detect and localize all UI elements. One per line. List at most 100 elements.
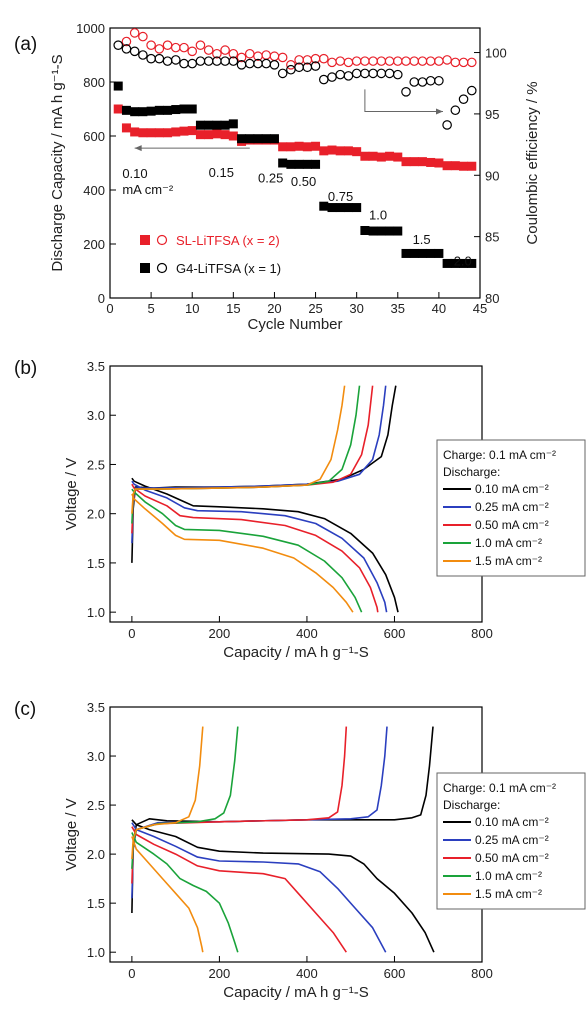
- legend-circle-marker: [156, 262, 168, 274]
- data-point: [426, 157, 436, 167]
- y-tick-label: 2.0: [87, 847, 105, 862]
- y-tick-label: 400: [83, 183, 105, 198]
- data-point: [261, 58, 272, 69]
- data-point: [401, 56, 411, 66]
- panel-c: (c) 0 200 400 600 800 1.0 1.5 2.0 2.5 3.0 3.5 Capaci…: [14, 699, 586, 1001]
- y-tick-label: 1.0: [87, 605, 105, 620]
- legend-entry: 0.25 mA cm⁻²: [475, 500, 549, 514]
- data-point: [187, 58, 198, 69]
- data-point: [401, 157, 411, 167]
- charge-curve: [131, 385, 346, 514]
- data-point: [220, 56, 230, 66]
- data-point: [376, 152, 386, 162]
- data-point: [204, 130, 214, 140]
- x-tick-label: 0: [128, 966, 135, 981]
- data-point: [146, 40, 156, 50]
- x-axis-label: Capacity / mA h g⁻¹-S: [223, 644, 368, 661]
- rate-label: 0.10: [122, 166, 147, 181]
- data-point: [154, 53, 165, 64]
- data-point: [220, 45, 230, 55]
- legend-entry: G4-LiTFSA (x = 1): [176, 261, 281, 276]
- rate-label: 0.15: [209, 165, 234, 180]
- legend-circle-marker: [156, 234, 168, 246]
- data-point: [195, 130, 205, 140]
- data-point: [434, 158, 444, 168]
- data-point: [401, 87, 411, 97]
- data-point: [179, 104, 189, 114]
- y2-tick-label: 95: [485, 107, 499, 122]
- data-point: [179, 42, 189, 53]
- data-point: [368, 226, 378, 236]
- y-tick-label: 2.5: [87, 457, 105, 472]
- data-point: [434, 56, 444, 66]
- y2-tick-label: 85: [485, 230, 499, 245]
- discharge-curve: [131, 819, 435, 953]
- data-point: [327, 203, 337, 213]
- x-tick-label: 20: [267, 301, 281, 316]
- charge-curve: [131, 726, 239, 869]
- charge-curve: [131, 726, 204, 860]
- data-point: [146, 106, 156, 116]
- rate-label: 0.25: [258, 170, 283, 185]
- y2-tick-label: 80: [485, 291, 499, 306]
- rate-label: 2.0: [454, 254, 472, 269]
- x-tick-label: 600: [384, 626, 406, 641]
- y-tick-label: 1.5: [87, 896, 105, 911]
- data-point: [467, 258, 477, 268]
- data-point: [171, 127, 181, 137]
- data-point: [130, 107, 140, 117]
- data-point: [392, 69, 403, 80]
- data-point: [335, 69, 346, 80]
- data-point: [138, 31, 148, 42]
- data-point: [121, 36, 132, 47]
- data-point: [327, 145, 337, 155]
- y-tick-label: 1000: [76, 21, 105, 36]
- data-point: [269, 134, 279, 144]
- data-point: [360, 56, 370, 66]
- x-tick-label: 10: [185, 301, 199, 316]
- data-point: [163, 128, 173, 138]
- data-point: [351, 68, 362, 79]
- rate-label: 1.0: [369, 208, 387, 223]
- data-point: [203, 56, 214, 66]
- panel-a: (a) 0 5 10 15 20 25 30 35 40 45 0 200 400 600 800 1000 80…: [14, 21, 541, 333]
- y2-axis-label: Coulombic efficiency / %: [524, 81, 541, 244]
- data-point: [311, 141, 321, 151]
- data-point: [187, 46, 198, 57]
- data-point: [154, 105, 164, 115]
- y-tick-label: 600: [83, 129, 105, 144]
- legend-entry: SL-LiTFSA (x = 2): [176, 233, 280, 248]
- data-point: [417, 248, 427, 258]
- rate-label: mA cm⁻²: [122, 182, 174, 197]
- rate-label: 1.5: [413, 232, 431, 247]
- data-point: [318, 53, 329, 64]
- data-point: [450, 161, 460, 171]
- data-point: [343, 57, 354, 68]
- x-tick-label: 35: [391, 301, 405, 316]
- data-point: [327, 57, 337, 68]
- rate-label: 0.50: [291, 174, 316, 189]
- x-tick-label: 0: [106, 301, 113, 316]
- data-point: [130, 127, 140, 137]
- discharge-curve: [131, 836, 204, 953]
- arrow-head: [436, 108, 443, 115]
- charge-curve: [131, 385, 374, 534]
- y-tick-label: 200: [83, 237, 105, 252]
- data-point: [253, 134, 263, 144]
- charge-curve: [131, 726, 388, 899]
- data-point: [360, 226, 370, 235]
- data-point: [228, 48, 239, 59]
- data-point: [360, 151, 370, 161]
- data-point: [163, 105, 173, 115]
- y-tick-label: 3.5: [87, 359, 105, 374]
- y-tick-label: 800: [83, 75, 105, 90]
- data-point: [417, 157, 427, 167]
- x-tick-label: 200: [209, 966, 231, 981]
- data-point: [244, 58, 255, 69]
- data-point: [401, 248, 411, 258]
- panel-label: (c): [14, 699, 36, 720]
- charge-curve: [131, 726, 348, 884]
- data-point: [212, 48, 222, 59]
- x-tick-label: 400: [296, 966, 318, 981]
- data-point: [426, 248, 436, 258]
